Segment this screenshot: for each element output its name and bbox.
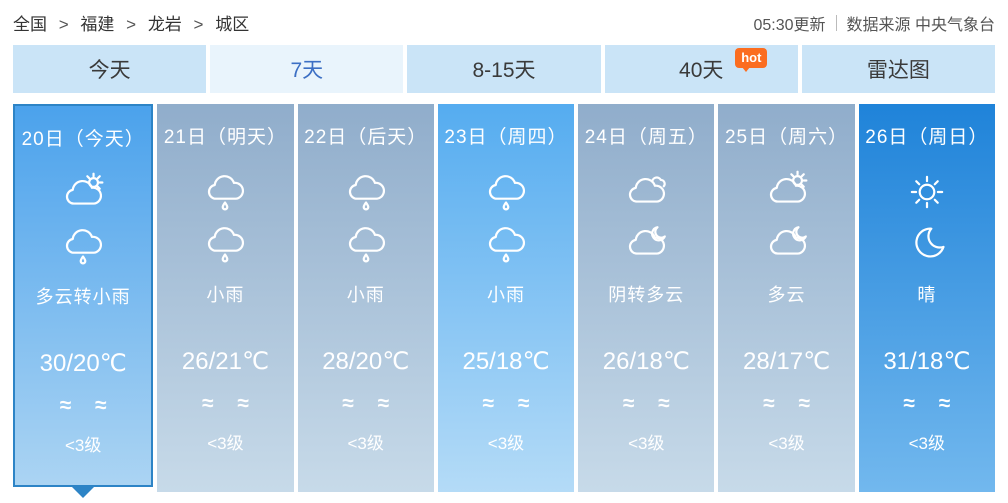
day-card[interactable]: 25日（周六） 多云 28/17℃ ≈ ≈ <3级 bbox=[718, 104, 855, 492]
wind-wave-icons: ≈ ≈ bbox=[201, 392, 249, 415]
tab-7day[interactable]: 7天 bbox=[210, 45, 404, 93]
temperature: 28/17℃ bbox=[743, 348, 831, 375]
overcast-icon bbox=[623, 169, 669, 215]
cloud-rain-icon bbox=[202, 221, 248, 267]
wind-wave-icons: ≈ ≈ bbox=[622, 392, 670, 415]
temperature: 26/21℃ bbox=[181, 348, 269, 375]
weather-text: 多云 bbox=[767, 285, 806, 305]
day-card[interactable]: 26日（周日） 晴 31/18℃ ≈ ≈ <3级 bbox=[858, 104, 995, 492]
meta-divider bbox=[835, 14, 837, 31]
moon-icon bbox=[904, 221, 950, 267]
breadcrumb-link-province[interactable]: 福建 bbox=[80, 15, 115, 34]
cloud-rain-icon bbox=[343, 221, 389, 267]
temperature: 26/18℃ bbox=[602, 348, 690, 375]
selected-arrow-icon bbox=[70, 485, 97, 498]
cloud-rain-icon bbox=[343, 169, 389, 215]
cloud-rain-icon bbox=[483, 221, 529, 267]
day-date: 21日（明天） bbox=[163, 127, 287, 148]
breadcrumb-link-district[interactable]: 城区 bbox=[215, 15, 250, 34]
cloud-sun-icon bbox=[764, 169, 810, 215]
wind-level: <3级 bbox=[207, 434, 244, 453]
breadcrumb-link-country[interactable]: 全国 bbox=[13, 15, 47, 34]
sun-icon bbox=[904, 169, 950, 215]
tab-8-15day[interactable]: 8-15天 bbox=[407, 45, 601, 93]
update-time: 05:30更新 bbox=[753, 16, 826, 34]
wind-level: <3级 bbox=[64, 436, 102, 455]
update-info: 05:30更新 数据来源 中央气象台 bbox=[753, 11, 995, 35]
temperature: 31/18℃ bbox=[883, 348, 971, 375]
temperature: 28/20℃ bbox=[322, 348, 410, 375]
weather-text: 小雨 bbox=[206, 285, 245, 305]
cloud-moon-icon bbox=[623, 221, 669, 267]
weather-text: 小雨 bbox=[486, 285, 525, 305]
wind-level: <3级 bbox=[628, 434, 665, 453]
cloud-rain-icon bbox=[483, 169, 529, 215]
tab-40day[interactable]: 40天 hot bbox=[604, 45, 798, 93]
weather-text: 阴转多云 bbox=[608, 285, 685, 305]
wind-level: <3级 bbox=[487, 434, 525, 453]
temperature: 25/18℃ bbox=[462, 348, 550, 375]
tab-today[interactable]: 今天 bbox=[13, 45, 207, 93]
weather-text: 多云转小雨 bbox=[35, 287, 131, 307]
day-card[interactable]: 23日（周四） 小雨 25/18℃ ≈ ≈ <3级 bbox=[437, 104, 575, 492]
day-date: 22日（后天） bbox=[304, 127, 428, 148]
cloud-sun-icon bbox=[60, 171, 106, 217]
day-date: 24日（周五） bbox=[584, 127, 708, 148]
cloud-rain-icon bbox=[60, 223, 106, 269]
cloud-rain-icon bbox=[202, 169, 248, 215]
tab-label: 40天 bbox=[679, 59, 724, 82]
breadcrumb-separator: > bbox=[58, 15, 69, 34]
temperature: 30/20℃ bbox=[39, 350, 127, 377]
hot-badge: hot bbox=[735, 48, 768, 72]
top-bar: 全国 > 福建 > 龙岩 > 城区 05:30更新 数据来源 中央气象台 bbox=[13, 0, 995, 45]
weather-text: 小雨 bbox=[346, 285, 385, 305]
breadcrumb-separator: > bbox=[126, 15, 137, 34]
day-card[interactable]: 22日（后天） 小雨 28/20℃ ≈ ≈ <3级 bbox=[297, 104, 434, 492]
wind-level: <3级 bbox=[347, 434, 384, 453]
day-date: 23日（周四） bbox=[444, 127, 568, 148]
wind-wave-icons: ≈ ≈ bbox=[763, 392, 810, 415]
forecast-board: 20日（今天） 多云转小雨 30/20℃ ≈ ≈ <3级 21日（明天） 小雨 … bbox=[13, 104, 995, 498]
tab-radar[interactable]: 雷达图 bbox=[801, 45, 996, 93]
day-date: 20日（今天） bbox=[21, 129, 145, 150]
wind-wave-icons: ≈ ≈ bbox=[342, 392, 390, 415]
data-source: 数据来源 中央气象台 bbox=[846, 16, 995, 34]
day-date: 25日（周六） bbox=[724, 127, 849, 148]
wind-wave-icons: ≈ ≈ bbox=[59, 394, 107, 417]
wind-wave-icons: ≈ ≈ bbox=[903, 392, 951, 415]
day-date: 26日（周日） bbox=[865, 127, 989, 148]
breadcrumb-link-city[interactable]: 龙岩 bbox=[147, 15, 182, 34]
wind-wave-icons: ≈ ≈ bbox=[482, 392, 530, 415]
breadcrumb-separator: > bbox=[193, 15, 204, 34]
wind-level: <3级 bbox=[768, 434, 805, 453]
wind-level: <3级 bbox=[908, 434, 946, 453]
cloud-moon-icon bbox=[764, 221, 810, 267]
day-card[interactable]: 20日（今天） 多云转小雨 30/20℃ ≈ ≈ <3级 bbox=[13, 104, 154, 498]
weather-page: 全国 > 福建 > 龙岩 > 城区 05:30更新 数据来源 中央气象台 今天 … bbox=[13, 0, 996, 498]
tab-bar: 今天 7天 8-15天 40天 hot 雷达图 bbox=[13, 45, 996, 93]
day-card[interactable]: 21日（明天） 小雨 26/21℃ ≈ ≈ <3级 bbox=[157, 104, 294, 492]
breadcrumb: 全国 > 福建 > 龙岩 > 城区 bbox=[13, 10, 249, 35]
weather-text: 晴 bbox=[917, 285, 937, 305]
day-card[interactable]: 24日（周五） 阴转多云 26/18℃ ≈ ≈ <3级 bbox=[578, 104, 715, 492]
